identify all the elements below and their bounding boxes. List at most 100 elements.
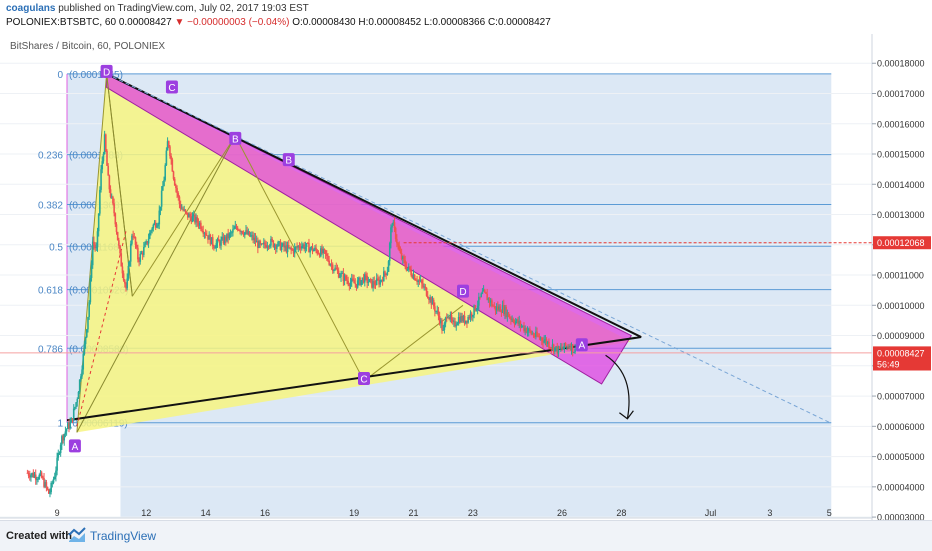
candle-body xyxy=(224,236,227,241)
candle-body xyxy=(195,217,197,223)
candle-body xyxy=(27,473,30,476)
candle-body xyxy=(182,208,184,211)
candle-body xyxy=(28,475,31,478)
candle-body xyxy=(292,250,295,254)
candle-body xyxy=(179,203,182,209)
price-marker-label: 56:49 xyxy=(877,359,900,369)
candle-body xyxy=(72,408,75,421)
candle-body xyxy=(356,280,359,288)
candle-body xyxy=(344,275,347,280)
candle-body xyxy=(429,297,431,300)
candle-body xyxy=(361,277,364,281)
candle-body xyxy=(185,211,188,213)
candle-body xyxy=(569,346,572,350)
candle-body xyxy=(354,283,357,285)
candle-body xyxy=(418,280,421,282)
candle-body xyxy=(480,293,483,298)
candle-body xyxy=(387,261,390,272)
candle-body xyxy=(545,339,548,344)
candle-body xyxy=(346,279,348,281)
price-marker-badge xyxy=(873,346,931,360)
candle-body xyxy=(372,281,374,288)
price-marker: 56:49 xyxy=(873,357,931,371)
forecast-arrow-curve xyxy=(605,354,630,419)
pattern-point-d: D xyxy=(457,284,469,298)
candle-body xyxy=(379,280,382,285)
candle-body xyxy=(373,281,376,285)
candle-body xyxy=(531,333,534,335)
candle-body xyxy=(56,457,58,471)
candle-body xyxy=(255,240,258,243)
candle-body xyxy=(426,295,429,299)
candle-body xyxy=(339,276,341,278)
candle-body xyxy=(38,474,41,480)
pattern-point-label: B xyxy=(232,134,239,145)
candle-body xyxy=(501,305,504,313)
candle-body xyxy=(523,325,525,331)
candle-body xyxy=(71,418,74,421)
tradingview-brand-link[interactable]: TradingView xyxy=(90,529,157,543)
time-axis-label: Jul xyxy=(705,508,717,518)
candle-body xyxy=(131,235,133,244)
candle-body xyxy=(478,296,480,306)
candle-body xyxy=(97,213,100,232)
candle-body xyxy=(350,278,353,283)
candle-body xyxy=(365,274,367,276)
candle-body xyxy=(90,265,93,279)
candle-body xyxy=(139,253,142,262)
candle-body xyxy=(570,344,573,350)
candle-body xyxy=(115,224,118,232)
candle-body xyxy=(282,243,284,246)
candle-body xyxy=(548,341,550,348)
symbol-label: POLONIEX:BTSBTC, 60 xyxy=(6,17,119,28)
candle-body xyxy=(437,310,440,316)
candle-body xyxy=(489,300,492,303)
candle-body xyxy=(236,227,239,231)
candle-body xyxy=(393,222,396,228)
fib-price: (0.0001483) xyxy=(69,151,123,162)
price-marker-label: 0.00008427 xyxy=(877,348,925,358)
fib-ratio: 0.786 xyxy=(38,344,63,355)
candle-body xyxy=(564,342,567,347)
candle-body xyxy=(322,248,325,254)
candle-body xyxy=(340,273,342,277)
candle-body xyxy=(407,266,410,269)
candle-body xyxy=(241,231,244,234)
candle-body xyxy=(476,305,479,310)
candle-body xyxy=(197,222,200,226)
candle-body xyxy=(328,260,330,265)
pattern-point-label: C xyxy=(168,83,175,94)
price-chart[interactable]: 0 (0.0001765) 0.236 (0.0001483) 0.382 (0.0001… xyxy=(0,34,932,520)
candle-body xyxy=(76,398,79,403)
candle-body xyxy=(359,277,361,285)
candle-body xyxy=(26,472,29,474)
candle-body xyxy=(114,213,117,225)
candle-body xyxy=(242,233,245,236)
candle-body xyxy=(253,237,256,241)
candle-body xyxy=(99,189,101,214)
candle-body xyxy=(539,337,542,339)
candle-body xyxy=(286,244,289,253)
candle-body xyxy=(141,252,144,255)
candle-body xyxy=(181,208,183,210)
candle-body xyxy=(265,245,267,248)
pattern-point-badge xyxy=(358,371,370,385)
candle-body xyxy=(164,165,167,180)
candle-body xyxy=(511,319,513,321)
candle-body xyxy=(464,320,467,324)
candle-body xyxy=(219,241,221,246)
candle-body xyxy=(538,336,541,339)
candle-body xyxy=(235,226,238,228)
author-link[interactable]: coagulans xyxy=(6,3,56,14)
candle-body xyxy=(518,321,521,324)
candle-body xyxy=(400,252,403,259)
candle-body xyxy=(45,482,48,488)
candle-body xyxy=(337,270,340,278)
candle-body xyxy=(410,270,412,276)
candle-body xyxy=(40,472,43,478)
candle-body xyxy=(363,274,366,283)
candle-body xyxy=(274,244,277,249)
candle-body xyxy=(535,331,537,337)
upper-trendline xyxy=(106,72,642,338)
candle-body xyxy=(537,335,540,337)
